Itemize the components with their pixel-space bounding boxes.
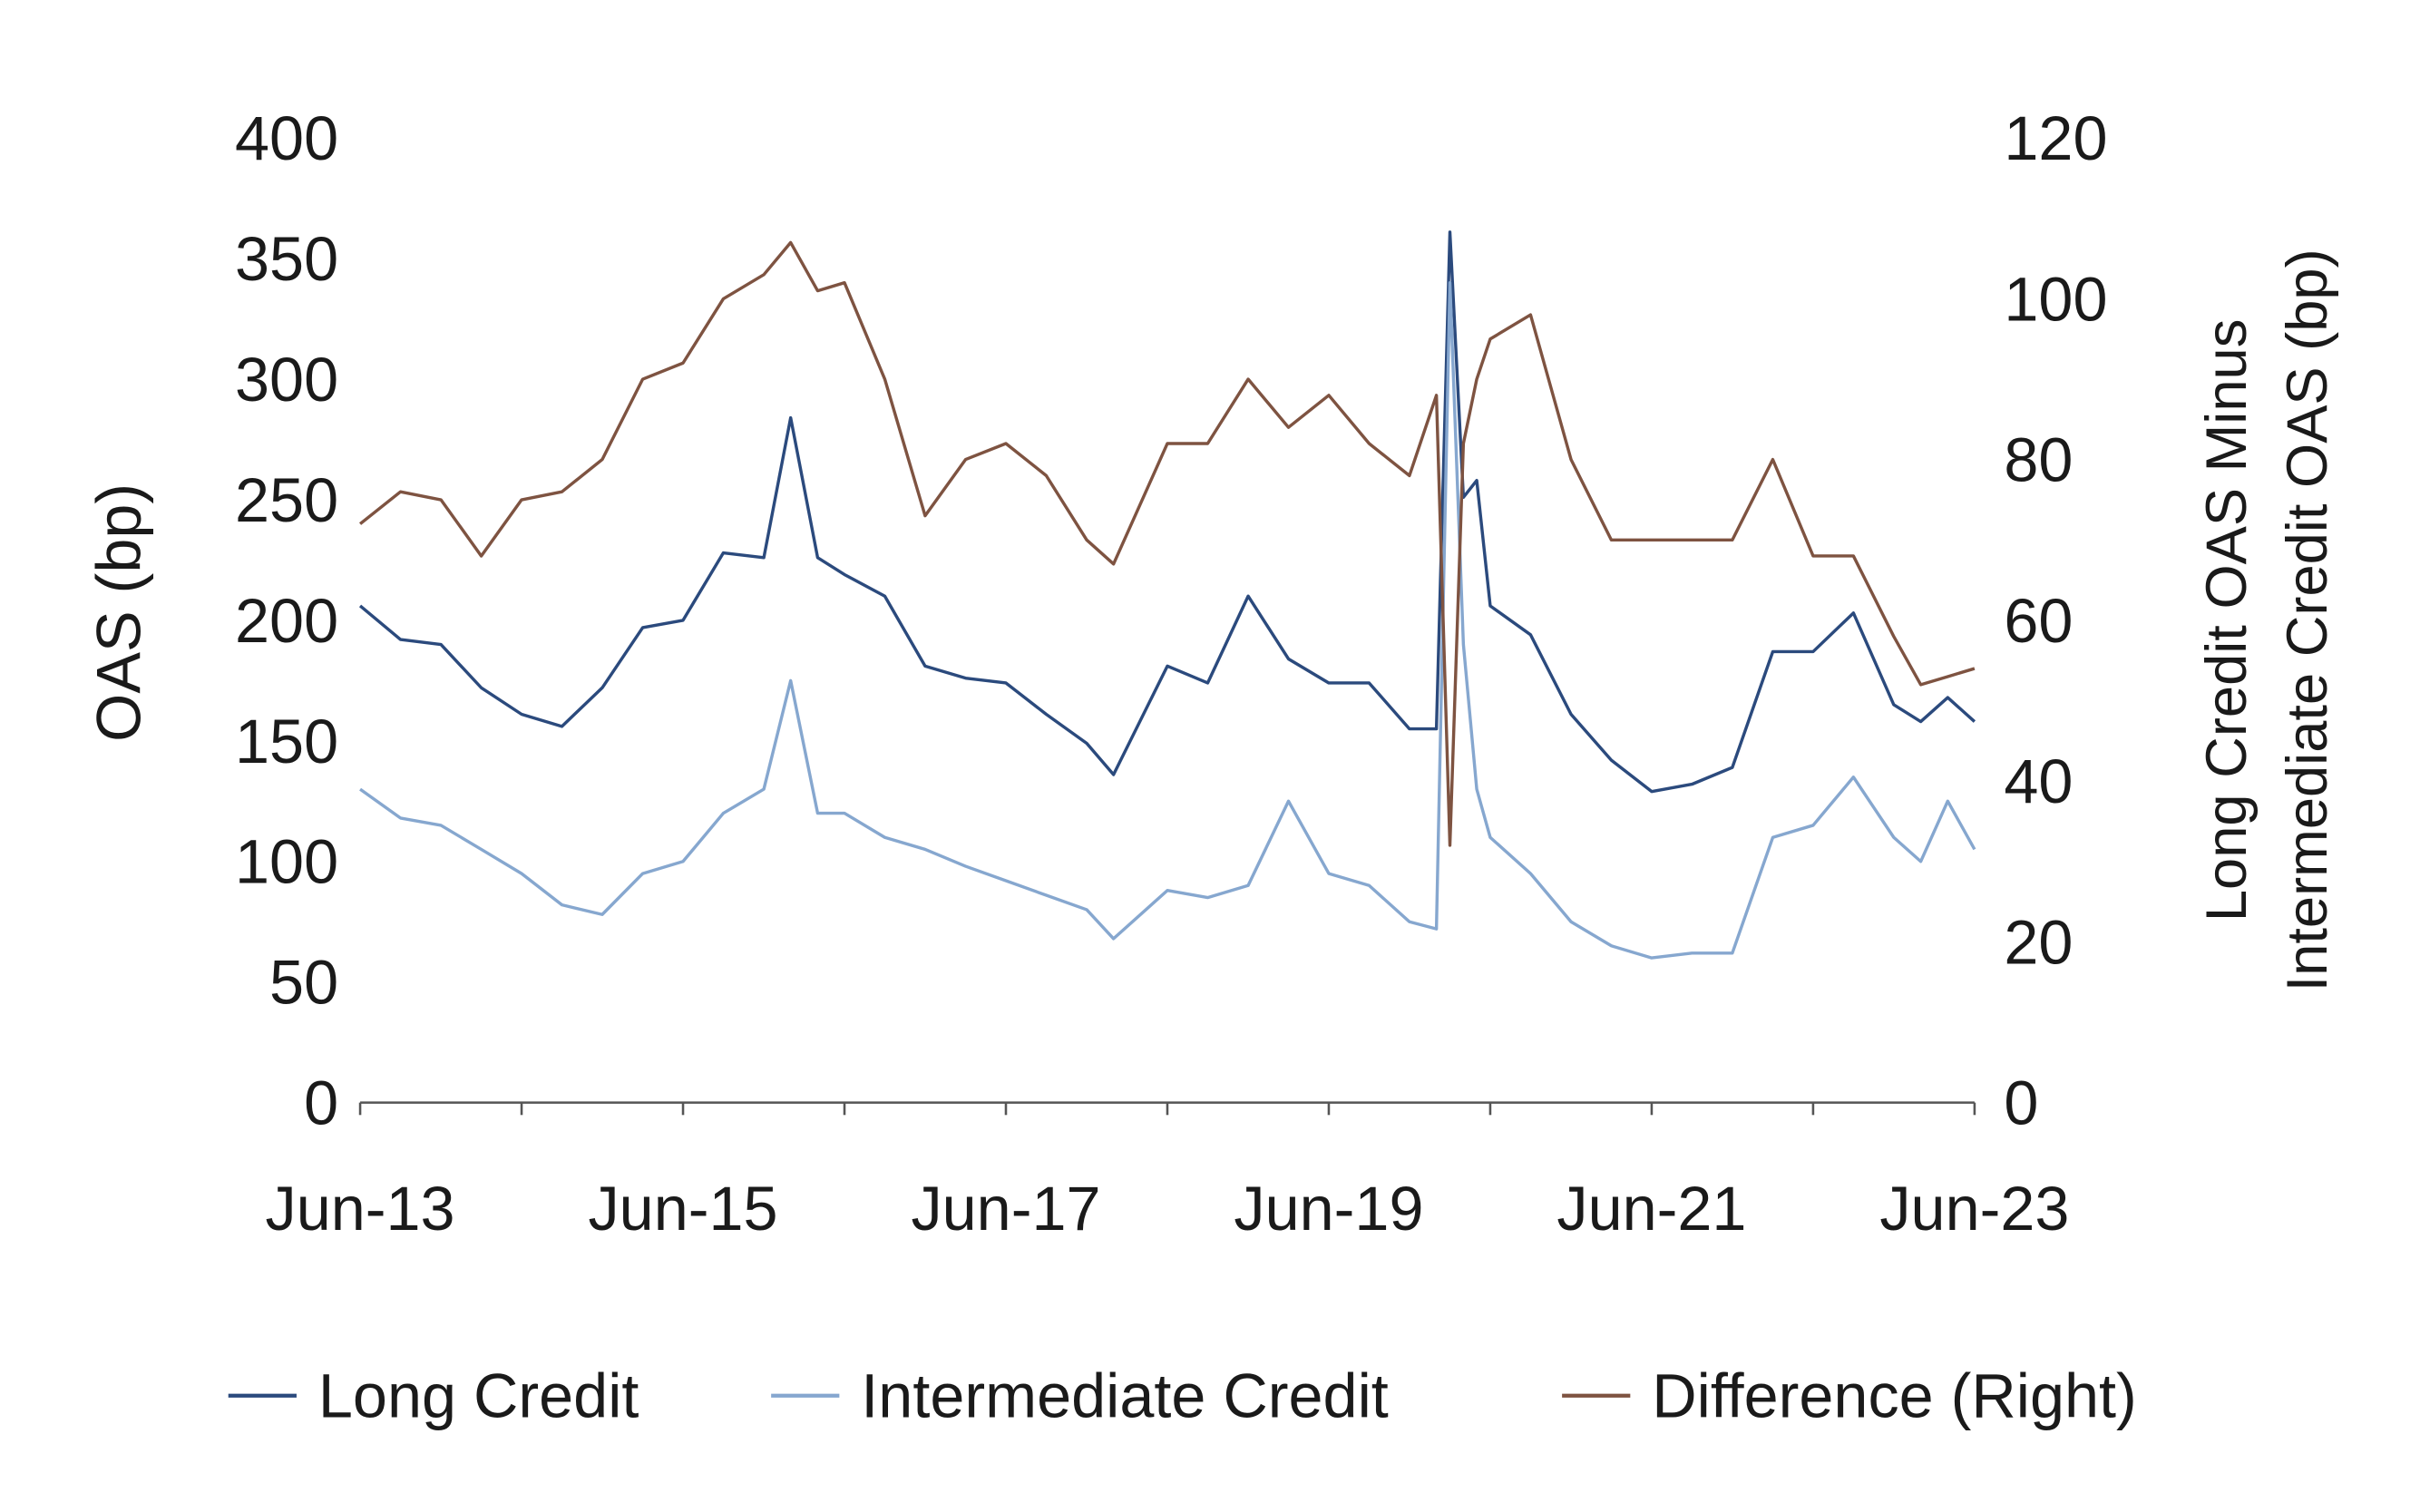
left-tick-label: 200: [235, 587, 338, 656]
series-lines: [358, 230, 1976, 960]
right-tick-label: 0: [2004, 1069, 2038, 1138]
left-tick-label: 400: [235, 104, 338, 173]
left-tick-label: 350: [235, 225, 338, 294]
series-line-intermediate-credit: [359, 280, 1976, 960]
x-tick-label: Jun-23: [1879, 1175, 2069, 1244]
legend: Long Credit Intermediate Credit Difference…: [228, 1362, 2137, 1431]
right-axis-title-line1: Long Credit OAS Minus: [2195, 319, 2259, 922]
left-tick-label: 100: [235, 828, 338, 897]
series-line-difference-right: [358, 240, 1976, 847]
left-tick-label: 150: [235, 707, 338, 776]
left-axis-title: OAS (bp): [84, 483, 153, 742]
left-tick-label: 300: [235, 346, 338, 415]
right-axis-title-line2: Intermediate Credit OAS (bp): [2276, 249, 2339, 991]
x-tick-label: Jun-13: [266, 1175, 455, 1244]
right-tick-label: 120: [2004, 104, 2107, 173]
left-tick-label: 0: [304, 1069, 338, 1138]
x-tick-label: Jun-19: [1234, 1175, 1423, 1244]
x-axis: Jun-13 Jun-15 Jun-17 Jun-19 Jun-21 Jun-23: [266, 1101, 2069, 1244]
left-tick-label: 50: [269, 949, 338, 1018]
x-tick-label: Jun-21: [1556, 1175, 1746, 1244]
right-tick-label: 100: [2004, 265, 2107, 334]
left-axis-ticks: 0 50 100 150 200 250 300 350 400: [235, 104, 338, 1137]
x-tick-label: Jun-15: [588, 1175, 777, 1244]
legend-label: Difference (Right): [1652, 1362, 2137, 1431]
right-tick-label: 40: [2004, 747, 2073, 816]
right-tick-label: 80: [2004, 426, 2073, 495]
x-tick-label: Jun-17: [911, 1175, 1100, 1244]
right-tick-label: 60: [2004, 587, 2073, 656]
series-line-long-credit: [358, 230, 1976, 794]
legend-label: Long Credit: [318, 1362, 639, 1431]
left-tick-label: 250: [235, 466, 338, 535]
right-axis-ticks: 0 20 40 60 80 100 120: [2004, 104, 2107, 1137]
right-tick-label: 20: [2004, 908, 2073, 977]
legend-label: Intermediate Credit: [861, 1362, 1388, 1431]
